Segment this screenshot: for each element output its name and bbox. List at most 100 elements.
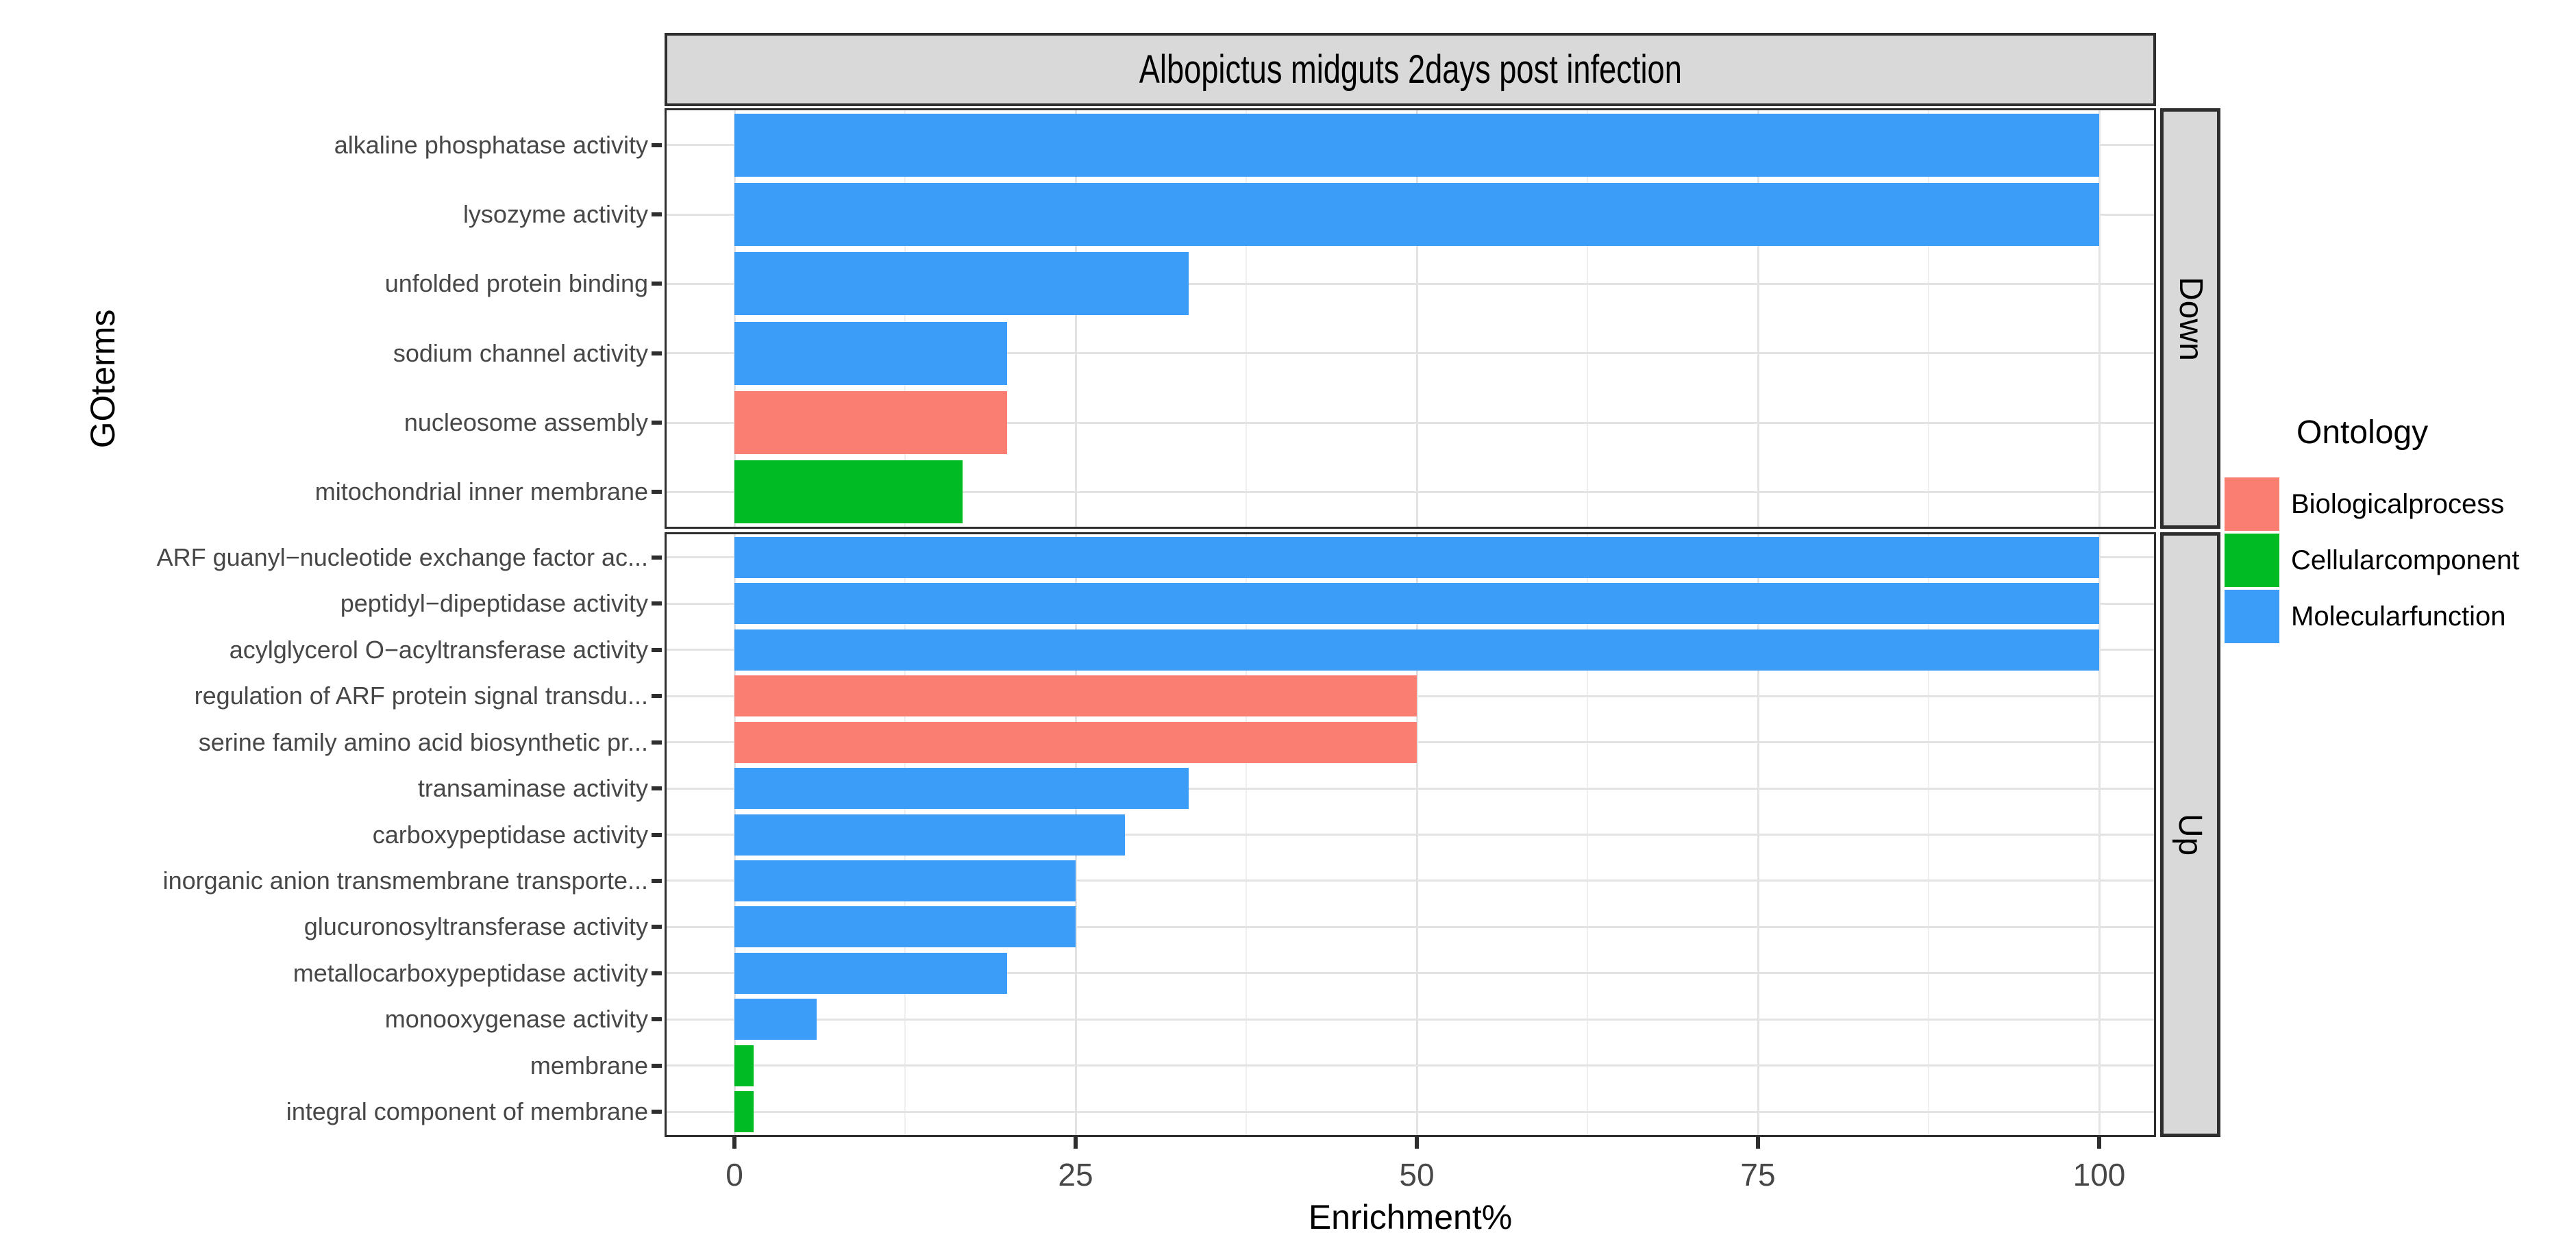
y-axis-label: metallocarboxypeptidase activity <box>293 958 648 987</box>
x-tick-label: 0 <box>726 1157 743 1193</box>
legend-title: Ontology <box>2296 414 2429 451</box>
y-axis-label: carboxypeptidase activity <box>372 820 648 849</box>
bar <box>734 999 817 1040</box>
y-tick <box>652 740 662 745</box>
minor-gridline <box>1587 110 1588 527</box>
major-gridline <box>667 282 2154 285</box>
y-axis-label: acylglycerol O−acyltransferase activity <box>229 635 648 664</box>
bar <box>734 321 1008 385</box>
y-tick <box>652 490 662 495</box>
bar <box>734 952 1008 994</box>
legend-entry-label: Cellularcomponent <box>2291 545 2520 575</box>
legend-entry-label: Biologicalprocess <box>2291 489 2505 519</box>
x-tick <box>1756 1137 1760 1149</box>
facet-panel-up <box>665 532 2156 1137</box>
x-tick <box>732 1137 736 1149</box>
y-tick <box>652 832 662 837</box>
y-axis-label: integral component of membrane <box>286 1097 648 1126</box>
y-tick <box>652 421 662 425</box>
minor-gridline <box>1928 110 1929 527</box>
major-gridline <box>667 352 2154 355</box>
major-gridline <box>667 1110 2154 1113</box>
x-axis-title: Enrichment% <box>1308 1198 1513 1236</box>
major-gridline <box>1074 110 1077 527</box>
y-tick <box>652 1110 662 1114</box>
facet-strip-down: Down <box>2160 108 2220 529</box>
bar <box>734 906 1076 948</box>
y-axis-label: mitochondrial inner membrane <box>314 477 648 506</box>
y-axis-label: unfolded protein binding <box>384 269 648 298</box>
minor-gridline <box>1246 110 1247 527</box>
facet-panel-down <box>665 108 2156 529</box>
major-gridline <box>667 834 2154 836</box>
y-tick <box>652 878 662 883</box>
y-tick <box>652 925 662 929</box>
bar <box>734 113 2099 177</box>
y-tick <box>652 142 662 147</box>
major-gridline <box>1415 110 1418 527</box>
y-tick <box>652 786 662 791</box>
y-tick <box>652 694 662 699</box>
major-gridline <box>667 1018 2154 1021</box>
x-tick-label: 25 <box>1058 1157 1093 1193</box>
major-gridline <box>667 490 2154 493</box>
major-gridline <box>667 925 2154 928</box>
bar <box>734 1045 754 1086</box>
y-tick <box>652 647 662 652</box>
bar <box>734 391 1008 454</box>
major-gridline <box>667 421 2154 424</box>
major-gridline <box>733 110 736 527</box>
facet-strip-down-label: Down <box>2172 276 2209 361</box>
bar <box>734 460 963 524</box>
major-gridline <box>1757 110 1759 527</box>
facet-strip-up-label: Up <box>2172 813 2209 856</box>
bar <box>734 675 1417 717</box>
y-axis-label: lysozyme activity <box>462 200 648 228</box>
facet-strip-up: Up <box>2160 532 2220 1137</box>
y-axis-label: transaminase activity <box>417 774 648 803</box>
y-tick <box>652 971 662 975</box>
bar <box>734 814 1125 856</box>
bar <box>734 1091 754 1133</box>
y-tick <box>652 555 662 560</box>
chart-title: Albopictus midguts 2days post infection <box>1139 47 1682 92</box>
y-axis-label: sodium channel activity <box>393 338 648 367</box>
legend-swatch <box>2225 477 2279 531</box>
x-tick-label: 50 <box>1399 1157 1435 1193</box>
x-tick <box>1415 1137 1419 1149</box>
y-axis-label: regulation of ARF protein signal transdu… <box>194 682 648 710</box>
y-axis-label: glucuronosyltransferase activity <box>304 912 648 941</box>
legend-swatch <box>2225 590 2279 643</box>
major-gridline <box>667 879 2154 882</box>
legend-entry-label: Molecularfunction <box>2291 601 2506 632</box>
y-tick <box>652 1017 662 1022</box>
y-axis-label: alkaline phosphatase activity <box>334 130 648 159</box>
y-tick <box>652 351 662 355</box>
x-tick <box>2097 1137 2101 1149</box>
y-tick <box>652 212 662 216</box>
bar <box>734 721 1417 763</box>
y-tick <box>652 282 662 286</box>
legend-swatch <box>2225 534 2279 587</box>
bar <box>734 583 2099 625</box>
minor-gridline <box>904 110 906 527</box>
y-axis-label: serine family amino acid biosynthetic pr… <box>198 727 648 756</box>
y-tick <box>652 601 662 606</box>
y-axis-label: membrane <box>530 1051 648 1079</box>
y-axis-label: monooxygenase activity <box>384 1005 648 1034</box>
major-gridline <box>667 787 2154 790</box>
y-axis-label: nucleosome assembly <box>404 408 648 436</box>
major-gridline <box>2098 110 2101 527</box>
bar <box>734 252 1189 316</box>
y-axis-label: inorganic anion transmembrane transporte… <box>162 866 648 895</box>
facet-title-strip: Albopictus midguts 2days post infection <box>665 33 2156 106</box>
y-axis-label: peptidyl−dipeptidase activity <box>340 589 648 618</box>
major-gridline <box>667 1064 2154 1067</box>
major-gridline <box>667 972 2154 975</box>
bar <box>734 768 1189 810</box>
bar <box>734 860 1076 901</box>
x-tick-label: 75 <box>1740 1157 1776 1193</box>
x-tick-label: 100 <box>2072 1157 2126 1193</box>
bar <box>734 536 2099 578</box>
